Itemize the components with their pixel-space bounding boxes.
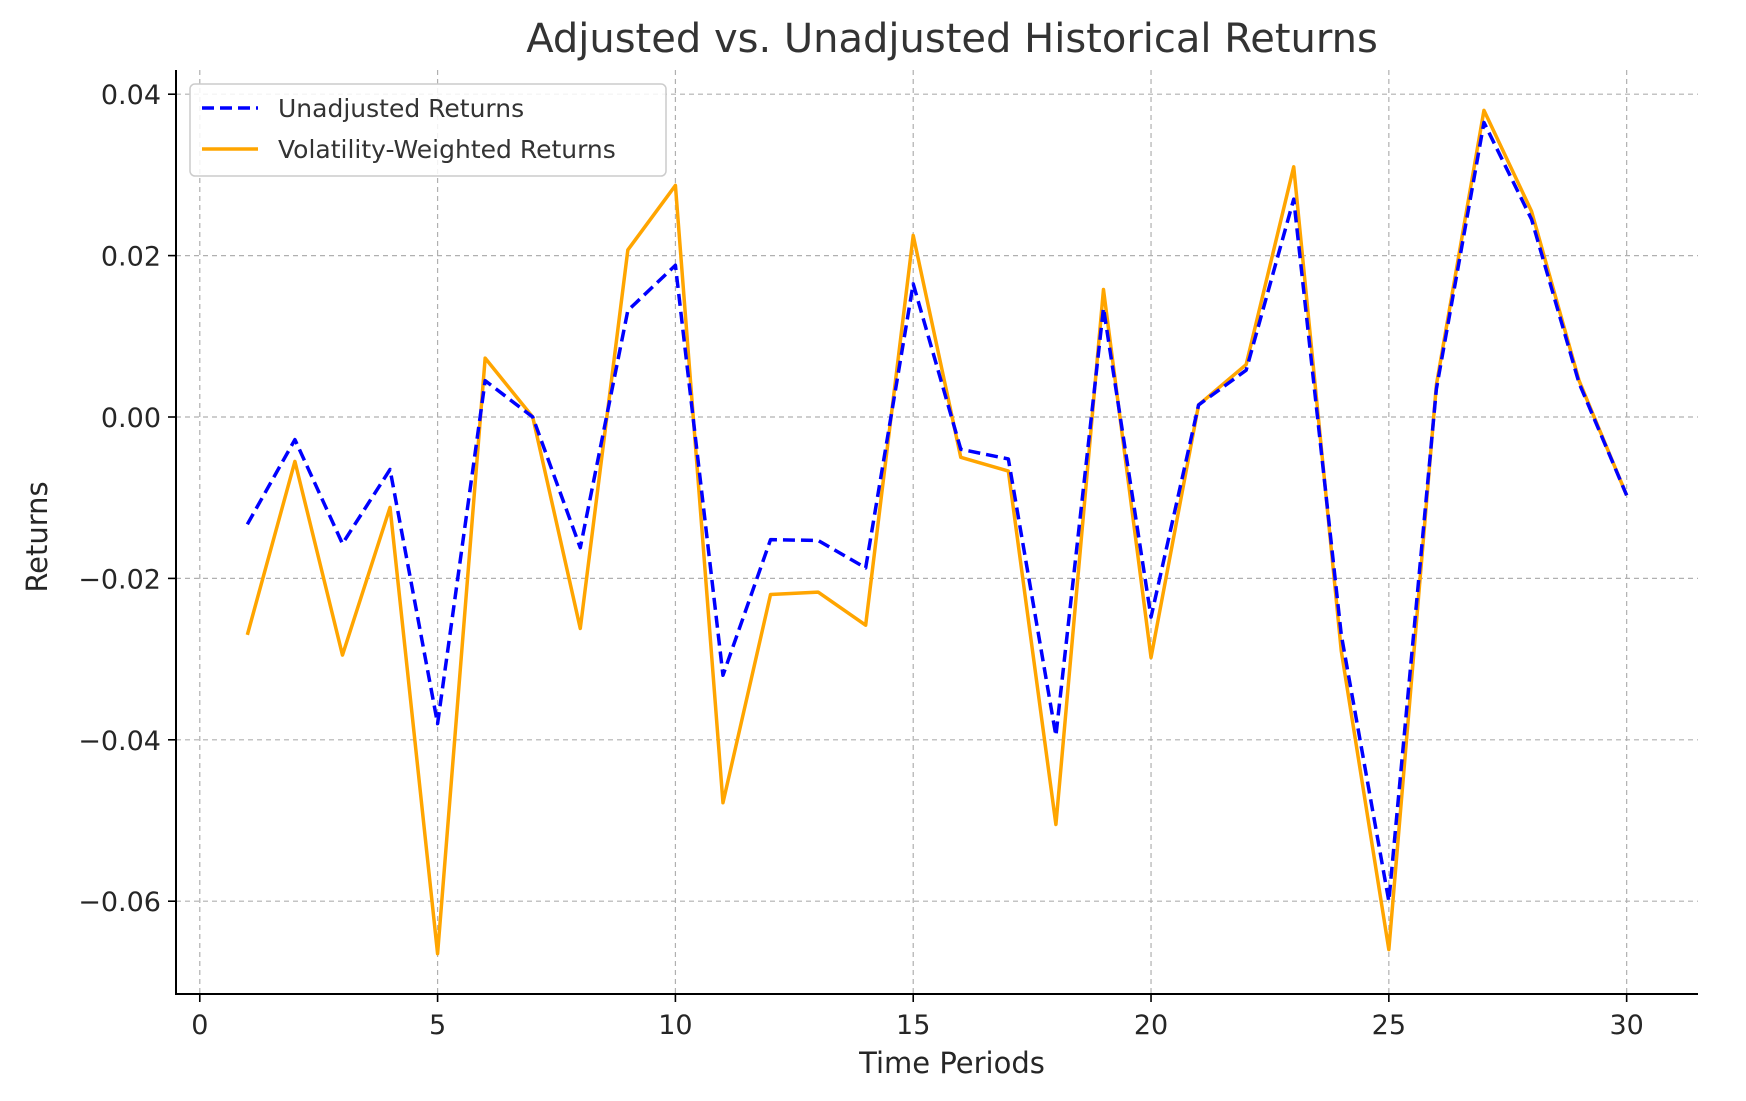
series-line-volatility-weighted-returns [245, 108, 1629, 956]
x-tick-label: 5 [429, 1010, 446, 1041]
y-tick-label: 0.02 [101, 242, 161, 273]
legend: Unadjusted Returns Volatility-Weighted R… [189, 83, 667, 177]
x-tick-label: 10 [658, 1010, 692, 1041]
x-tick-label: 20 [1134, 1010, 1168, 1041]
y-axis-title: Returns [20, 481, 54, 592]
grid [176, 70, 1698, 994]
y-tick-label: −0.02 [78, 564, 161, 595]
chart-title: Adjusted vs. Unadjusted Historical Retur… [526, 16, 1378, 62]
y-tick-label: −0.04 [78, 726, 161, 757]
axes [175, 70, 1698, 995]
x-axis-title: Time Periods [858, 1046, 1045, 1080]
x-tick-label: 30 [1609, 1010, 1643, 1041]
y-tick-label: 0.00 [101, 403, 161, 434]
series-lines [245, 108, 1629, 956]
series-line-unadjusted-returns [245, 120, 1629, 903]
ticks: 0 5 10 15 20 25 30 −0.06 −0.04 −0.02 0.00 0.02 0.04 [78, 80, 1644, 1041]
x-tick-label: 15 [896, 1010, 930, 1041]
x-tick-label: 25 [1372, 1010, 1406, 1041]
y-tick-label: 0.04 [101, 80, 161, 111]
legend-label-volatility-weighted: Volatility-Weighted Returns [278, 135, 616, 164]
x-tick-label: 0 [191, 1010, 208, 1041]
legend-label-unadjusted: Unadjusted Returns [278, 94, 524, 123]
y-tick-label: −0.06 [78, 887, 161, 918]
legend-box [189, 83, 667, 177]
